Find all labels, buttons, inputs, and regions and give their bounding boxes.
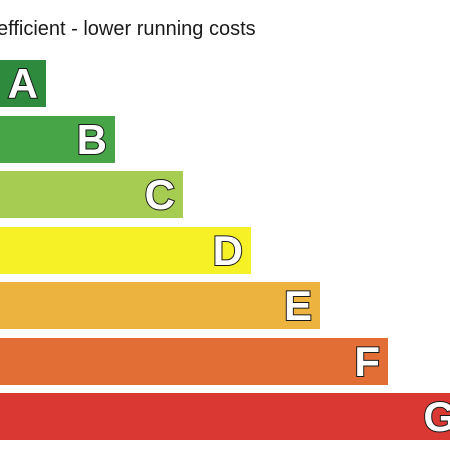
rating-letter-g: G bbox=[422, 392, 450, 440]
rating-band-f: F bbox=[0, 338, 388, 385]
rating-letter-a: A bbox=[7, 59, 39, 107]
rating-letter-c: C bbox=[144, 170, 176, 218]
rating-band-g: G bbox=[0, 393, 450, 440]
efficiency-caption: efficient - lower running costs bbox=[0, 18, 256, 40]
rating-band-b: B bbox=[0, 116, 115, 163]
rating-band-d: D bbox=[0, 227, 251, 274]
rating-letter-b: B bbox=[76, 115, 108, 163]
rating-band-c: C bbox=[0, 171, 183, 218]
rating-letter-f: F bbox=[353, 337, 381, 385]
rating-letter-d: D bbox=[212, 226, 244, 274]
rating-band-e: E bbox=[0, 282, 320, 329]
rating-band-a: A bbox=[0, 60, 46, 107]
rating-letter-e: E bbox=[283, 281, 313, 329]
